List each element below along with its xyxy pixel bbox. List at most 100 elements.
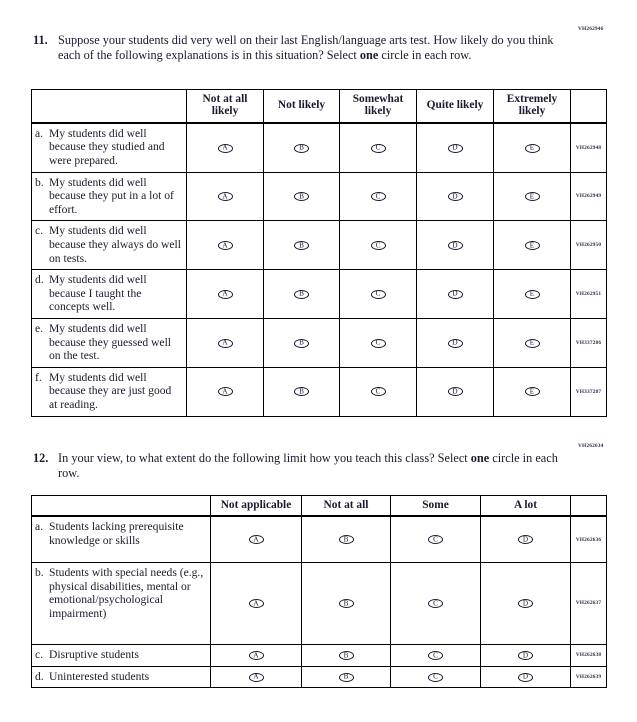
question-11-option-c-C[interactable]: C — [339, 220, 417, 271]
radio-bubble-icon[interactable]: E — [524, 143, 540, 153]
radio-bubble-icon[interactable]: D — [518, 672, 533, 682]
radio-bubble-icon[interactable]: C — [428, 535, 443, 545]
question-11-option-c-B[interactable]: B — [263, 220, 340, 271]
question-11-option-d-C[interactable]: C — [339, 269, 417, 319]
radio-bubble-icon[interactable]: B — [338, 672, 354, 682]
question-11-option-b-D[interactable]: D — [416, 171, 494, 222]
question-12-option-a-B[interactable]: B — [301, 515, 391, 563]
row-letter: b. — [35, 175, 44, 189]
bubble-letter: A — [222, 240, 228, 249]
question-11-option-e-A[interactable]: A — [186, 317, 264, 368]
radio-bubble-icon[interactable]: E — [524, 192, 540, 202]
radio-bubble-icon[interactable]: A — [217, 143, 233, 153]
radio-bubble-icon[interactable]: B — [338, 599, 354, 609]
question-11-option-b-A[interactable]: A — [186, 171, 264, 222]
question-11-option-e-B[interactable]: B — [263, 317, 340, 368]
question-11-option-c-E[interactable]: E — [493, 220, 571, 271]
question-11-option-b-B[interactable]: B — [263, 171, 340, 222]
question-12-option-a-A[interactable]: A — [210, 515, 302, 563]
question-12-option-a-C[interactable]: C — [390, 515, 481, 563]
question-12-option-c-A[interactable]: A — [210, 643, 302, 667]
question-11-option-f-E[interactable]: E — [493, 366, 571, 417]
question-11-option-f-B[interactable]: B — [263, 366, 340, 417]
radio-bubble-icon[interactable]: D — [447, 338, 463, 348]
radio-bubble-icon[interactable]: B — [294, 192, 309, 202]
question-11-option-e-E[interactable]: E — [493, 317, 571, 368]
question-11-option-d-A[interactable]: A — [186, 269, 264, 319]
radio-bubble-icon[interactable]: D — [447, 192, 463, 202]
radio-bubble-icon[interactable]: D — [447, 289, 463, 299]
question-12-text-before: In your view, to what extent do the foll… — [58, 451, 471, 465]
question-12-option-a-D[interactable]: D — [480, 515, 571, 563]
radio-bubble-icon[interactable]: C — [428, 672, 443, 682]
radio-bubble-icon[interactable]: D — [518, 651, 533, 661]
radio-bubble-icon[interactable]: D — [518, 599, 533, 609]
question-11-option-a-D[interactable]: D — [416, 122, 494, 173]
radio-bubble-icon[interactable]: A — [217, 387, 233, 397]
question-12-option-b-A[interactable]: A — [210, 561, 302, 645]
question-12-option-d-B[interactable]: B — [301, 665, 391, 689]
radio-bubble-icon[interactable]: B — [338, 535, 354, 545]
table-row: c. Disruptive students A B C D VH262638 — [31, 643, 607, 667]
radio-bubble-icon[interactable]: D — [447, 143, 463, 153]
bubble-letter: B — [299, 143, 304, 152]
radio-bubble-icon[interactable]: B — [294, 289, 309, 299]
radio-bubble-icon[interactable]: D — [447, 387, 463, 397]
radio-bubble-icon[interactable]: A — [217, 240, 233, 251]
radio-bubble-icon[interactable]: A — [217, 289, 233, 299]
question-12-option-c-C[interactable]: C — [390, 643, 481, 667]
radio-bubble-icon[interactable]: B — [294, 143, 309, 153]
question-12-option-c-D[interactable]: D — [480, 643, 571, 667]
radio-bubble-icon[interactable]: E — [524, 289, 540, 299]
row-letter: a. — [35, 126, 44, 140]
radio-bubble-icon[interactable]: C — [370, 338, 386, 348]
question-11-option-c-D[interactable]: D — [416, 220, 494, 271]
question-11-option-e-C[interactable]: C — [339, 317, 417, 368]
radio-bubble-icon[interactable]: A — [217, 192, 233, 202]
radio-bubble-icon[interactable]: C — [370, 387, 386, 397]
radio-bubble-icon[interactable]: D — [447, 241, 463, 251]
radio-bubble-icon[interactable]: B — [294, 241, 309, 251]
radio-bubble-icon[interactable]: A — [248, 535, 264, 545]
question-12-option-b-C[interactable]: C — [390, 561, 481, 645]
radio-bubble-icon[interactable]: B — [294, 387, 309, 397]
question-12-item-code: VH262634 — [578, 443, 604, 449]
question-11-option-d-E[interactable]: E — [493, 269, 571, 319]
radio-bubble-icon[interactable]: A — [248, 672, 264, 682]
question-12-option-b-B[interactable]: B — [301, 561, 391, 645]
radio-bubble-icon[interactable]: C — [370, 192, 386, 202]
question-11-option-e-D[interactable]: D — [416, 317, 494, 368]
radio-bubble-icon[interactable]: C — [428, 599, 443, 609]
question-12-option-d-C[interactable]: C — [390, 665, 481, 689]
radio-bubble-icon[interactable]: A — [217, 338, 233, 348]
radio-bubble-icon[interactable]: D — [518, 535, 533, 545]
radio-bubble-icon[interactable]: C — [370, 289, 386, 299]
radio-bubble-icon[interactable]: C — [428, 651, 443, 661]
question-11-option-f-D[interactable]: D — [416, 366, 494, 417]
radio-bubble-icon[interactable]: E — [524, 387, 540, 397]
question-12-option-b-D[interactable]: D — [480, 561, 571, 645]
question-11-option-d-B[interactable]: B — [263, 269, 340, 319]
radio-bubble-icon[interactable]: B — [338, 651, 354, 661]
radio-bubble-icon[interactable]: B — [294, 338, 309, 348]
question-12-row-a-stem: a. Students lacking prerequisite knowledg… — [31, 515, 211, 563]
question-11-option-a-C[interactable]: C — [339, 122, 417, 173]
question-11-option-b-C[interactable]: C — [339, 171, 417, 222]
question-11-option-c-A[interactable]: A — [186, 220, 264, 271]
question-11-option-a-A[interactable]: A — [186, 122, 264, 173]
radio-bubble-icon[interactable]: E — [524, 338, 540, 348]
radio-bubble-icon[interactable]: E — [524, 241, 540, 251]
question-11-option-a-B[interactable]: B — [263, 122, 340, 173]
question-12-option-d-A[interactable]: A — [210, 665, 302, 689]
radio-bubble-icon[interactable]: A — [248, 651, 264, 661]
radio-bubble-icon[interactable]: C — [370, 143, 386, 153]
question-12-option-c-B[interactable]: B — [301, 643, 391, 667]
question-12-option-d-D[interactable]: D — [480, 665, 571, 689]
question-11-option-f-A[interactable]: A — [186, 366, 264, 417]
question-11-option-f-C[interactable]: C — [339, 366, 417, 417]
question-11-option-b-E[interactable]: E — [493, 171, 571, 222]
radio-bubble-icon[interactable]: A — [248, 599, 264, 609]
radio-bubble-icon[interactable]: C — [370, 241, 386, 251]
question-11-option-d-D[interactable]: D — [416, 269, 494, 319]
question-11-option-a-E[interactable]: E — [493, 122, 571, 173]
